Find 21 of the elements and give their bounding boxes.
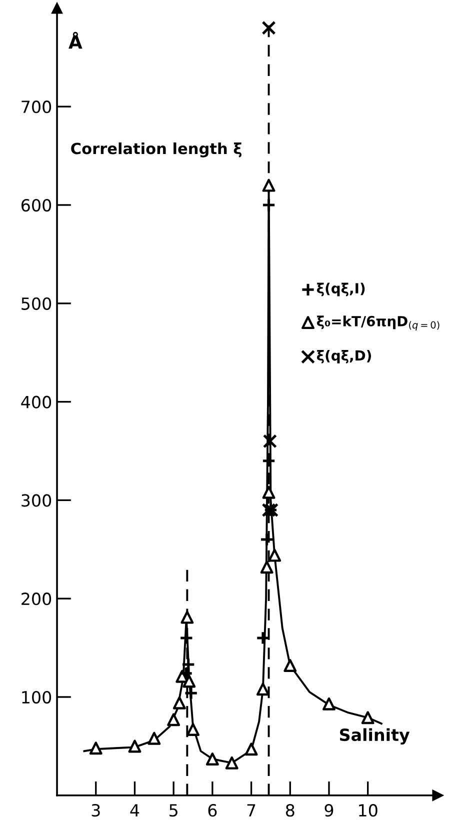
x-tick-label: 3	[92, 804, 100, 817]
x-tick-label: 5	[170, 804, 178, 817]
y-tick-label: 600	[22, 198, 52, 212]
x-tick-label: 7	[247, 804, 256, 816]
x-tick-label: 9	[324, 804, 334, 817]
y-axis-title: Å	[68, 32, 82, 49]
y-tick-label: 200	[22, 592, 52, 606]
x-axis-title: Salinity	[340, 728, 410, 744]
legend-label: ξ₀=kT/6πηD$_{(q=0)}$	[316, 316, 440, 330]
y-tick-label: 500	[22, 297, 52, 310]
y-tick-label: 100	[22, 690, 52, 704]
x-tick-label: 8	[286, 804, 294, 817]
legend-label: ξ(qξ,I)	[316, 282, 365, 296]
text: Correlation length ξ	[71, 142, 242, 158]
y-tick-label: 700	[22, 100, 52, 114]
x-tick-label: 10	[359, 804, 378, 817]
x-tick-label: 4	[130, 804, 140, 816]
legend-label: ξ(qξ,D)	[316, 350, 371, 364]
x-tick-label: 6	[208, 804, 217, 817]
y-tick-label: 300	[22, 494, 52, 507]
y-tick-label: 400	[21, 396, 52, 408]
